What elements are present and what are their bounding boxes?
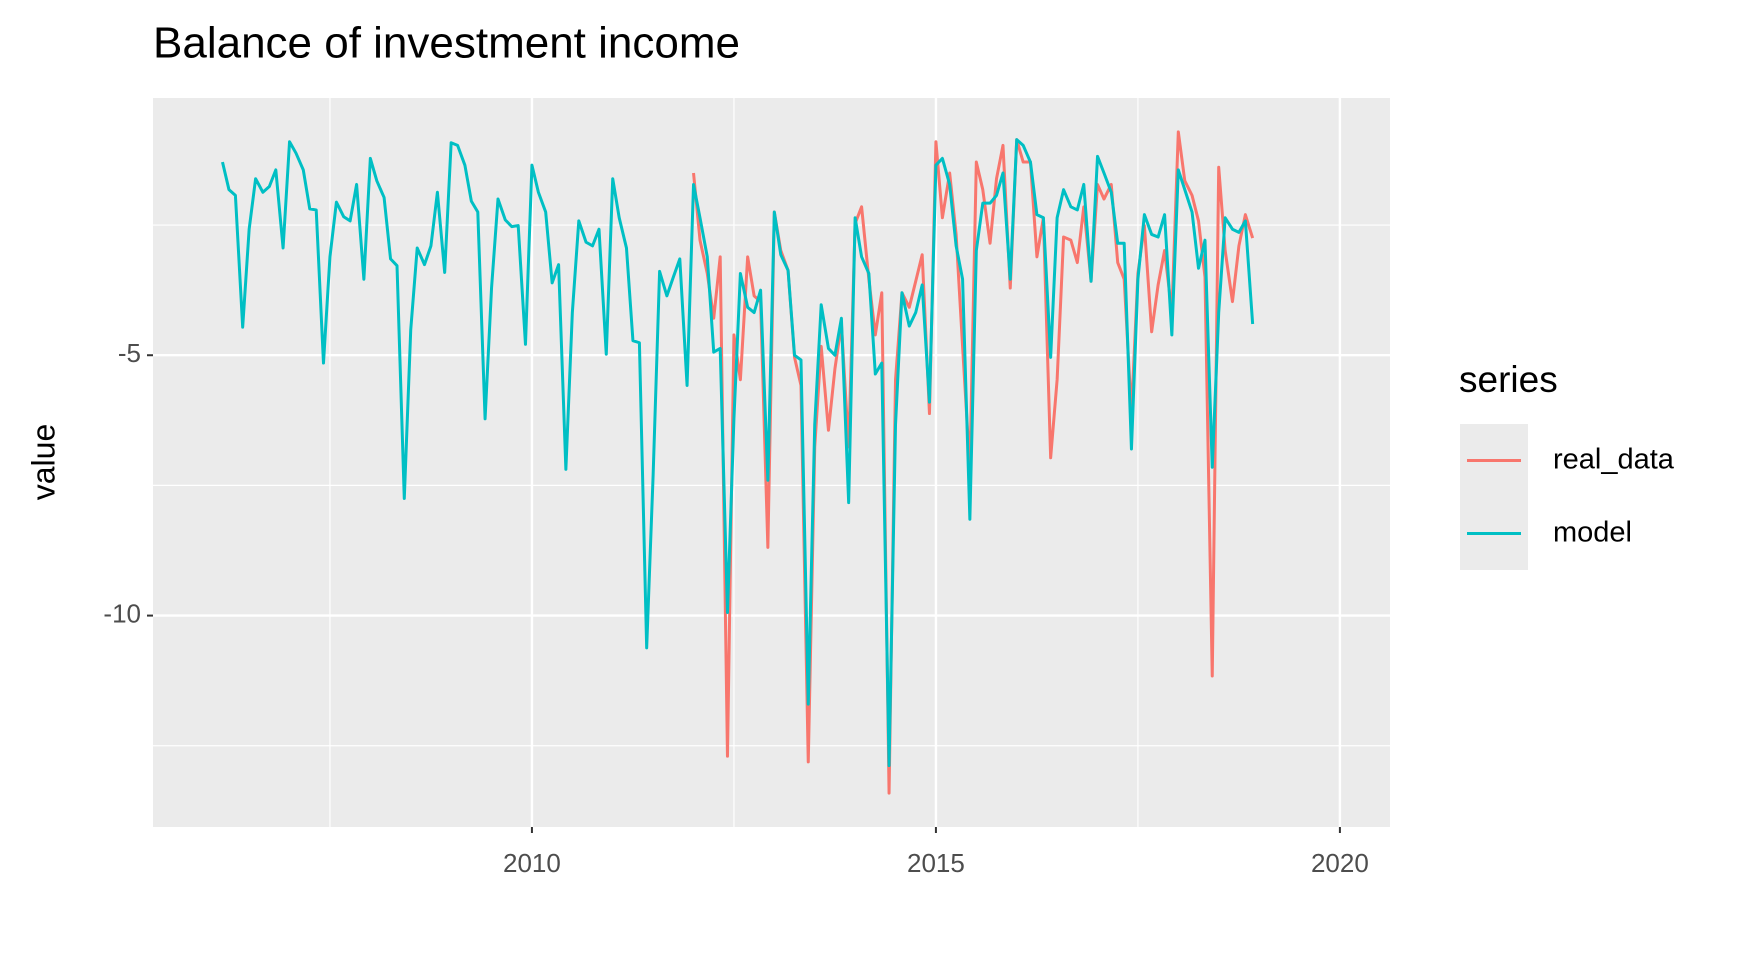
y-axis-title: value <box>25 424 61 501</box>
axes: -10 -5 2010 2015 2020 <box>103 338 1368 878</box>
legend-label: real_data <box>1553 444 1675 476</box>
x-tick-label: 2020 <box>1311 848 1369 878</box>
series-line <box>221 138 1255 768</box>
legend-label: model <box>1553 517 1632 549</box>
x-tick-label: 2015 <box>907 848 965 878</box>
lines <box>221 130 1255 795</box>
x-tick-label: 2010 <box>503 848 561 878</box>
y-tick-label: -5 <box>118 338 141 368</box>
y-tick-label: -10 <box>103 598 141 628</box>
chart-title: Balance of investment income <box>153 19 740 68</box>
legend-title: series <box>1459 359 1558 400</box>
